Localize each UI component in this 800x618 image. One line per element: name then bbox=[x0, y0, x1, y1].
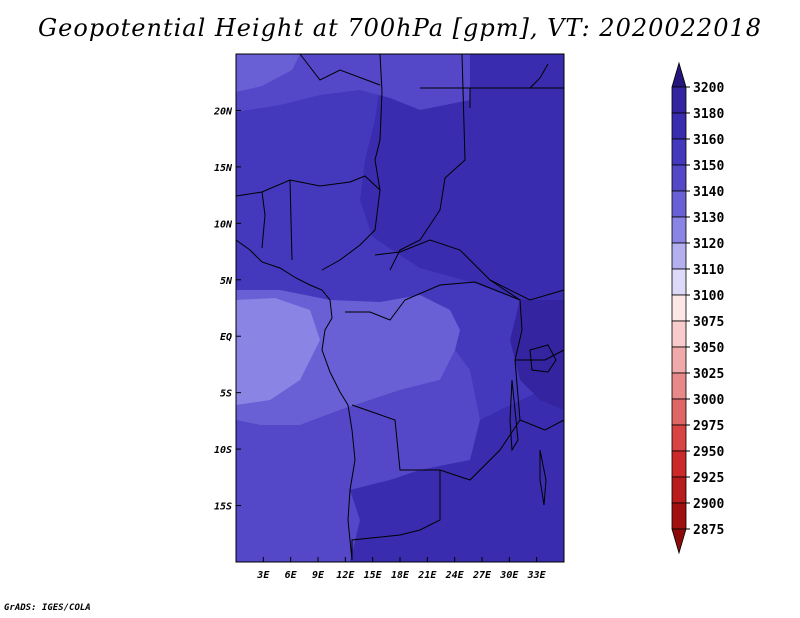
colorbar-label: 3180 bbox=[693, 107, 724, 122]
colorbar-label: 3100 bbox=[693, 289, 724, 304]
colorbar-segment bbox=[671, 502, 687, 530]
region-gulf-lowest bbox=[236, 298, 320, 405]
colorbar-segment bbox=[671, 190, 687, 218]
height-field bbox=[236, 54, 564, 562]
colorbar: 3200 3180 3160 3150 3140 3130 3120 3110 3100 3075… bbox=[671, 61, 724, 555]
y-tick-label: 5N bbox=[220, 276, 233, 287]
x-tick-label: 33E bbox=[527, 570, 547, 581]
border-east-africa bbox=[470, 87, 565, 431]
colorbar-segment bbox=[671, 346, 687, 374]
colorbar-segment bbox=[671, 372, 687, 400]
y-tick-label: 10S bbox=[214, 445, 232, 456]
colorbar-label: 3160 bbox=[693, 133, 724, 148]
colorbar-label: 3120 bbox=[693, 237, 724, 252]
region-congo-lower bbox=[236, 350, 480, 490]
x-axis: 3E 6E 9E 12E 15E 18E 21E 24E 27E 30E 33E bbox=[256, 557, 547, 581]
political-boundaries bbox=[235, 53, 565, 561]
lake-tanganyika bbox=[509, 379, 519, 452]
y-tick-label: 20N bbox=[213, 106, 233, 117]
border-libya-egypt bbox=[299, 53, 471, 108]
colorbar-label: 3130 bbox=[693, 211, 724, 226]
x-tick-label: 24E bbox=[445, 570, 465, 581]
lake-malawi bbox=[539, 449, 547, 506]
colorbar-bottom-arrow bbox=[671, 528, 687, 555]
colorbar-segment bbox=[671, 268, 687, 296]
colorbar-segment bbox=[671, 164, 687, 192]
x-tick-label: 3E bbox=[256, 570, 270, 581]
region-ne-high bbox=[360, 54, 564, 300]
x-tick-label: 18E bbox=[391, 570, 410, 581]
region-sw-lower bbox=[236, 480, 360, 562]
x-tick-label: 27E bbox=[472, 570, 492, 581]
y-tick-label: 10N bbox=[214, 219, 233, 230]
colorbar-label: 2950 bbox=[693, 445, 724, 460]
x-tick-label: 12E bbox=[336, 570, 355, 581]
colorbar-label: 3150 bbox=[693, 159, 724, 174]
colorbar-label: 3140 bbox=[693, 185, 724, 200]
colorbar-label: 2975 bbox=[693, 419, 724, 434]
region-nw-lower bbox=[236, 54, 300, 92]
y-tick-label: 5S bbox=[220, 389, 232, 400]
x-tick-label: 21E bbox=[417, 570, 437, 581]
colorbar-label: 2925 bbox=[693, 471, 724, 486]
border-sahel bbox=[235, 175, 381, 271]
lake-victoria bbox=[529, 344, 557, 373]
y-tick-label: 15N bbox=[214, 163, 233, 174]
colorbar-segment bbox=[671, 424, 687, 452]
colorbar-label: 3025 bbox=[693, 367, 724, 382]
x-tick-label: 15E bbox=[364, 570, 383, 581]
colorbar-segment bbox=[671, 320, 687, 348]
colorbar-segment bbox=[671, 138, 687, 166]
x-tick-label: 6E bbox=[285, 570, 298, 581]
colorbar-segment bbox=[671, 450, 687, 478]
colorbar-segment bbox=[671, 398, 687, 426]
credit-text: GrADS: IGES/COLA bbox=[4, 603, 91, 613]
coastline-west-africa bbox=[235, 239, 356, 561]
colorbar-segment bbox=[671, 216, 687, 244]
colorbar-label: 3075 bbox=[693, 315, 724, 330]
colorbar-label: 2900 bbox=[693, 497, 724, 512]
y-tick-label: 15S bbox=[214, 502, 232, 513]
red-sea-coast bbox=[529, 63, 549, 89]
colorbar-segment bbox=[671, 294, 687, 322]
region-sahara-low bbox=[236, 54, 470, 112]
border-nigeria bbox=[261, 179, 293, 261]
colorbar-segment bbox=[671, 112, 687, 140]
border-drc bbox=[345, 281, 523, 481]
region-east-high bbox=[510, 300, 564, 410]
y-tick-label: EQ bbox=[220, 332, 232, 343]
border-chad-sudan bbox=[374, 53, 466, 271]
colorbar-label: 3050 bbox=[693, 341, 724, 356]
colorbar-label: 3110 bbox=[693, 263, 724, 278]
colorbar-top-arrow bbox=[671, 61, 687, 88]
colorbar-segment bbox=[671, 242, 687, 270]
x-tick-label: 30E bbox=[499, 570, 519, 581]
colorbar-label: 2875 bbox=[693, 523, 724, 538]
colorbar-label: 3200 bbox=[693, 81, 724, 96]
colorbar-segment bbox=[671, 86, 687, 114]
x-tick-label: 9E bbox=[312, 570, 325, 581]
colorbar-label: 3000 bbox=[693, 393, 724, 408]
border-angola bbox=[351, 470, 441, 560]
y-axis: 20N 15N 10N 5N EQ 5S 10S 15S bbox=[213, 106, 241, 513]
page-title: Geopotential Height at 700hPa [gpm], VT:… bbox=[38, 14, 762, 42]
border-car bbox=[374, 239, 521, 301]
colorbar-segment bbox=[671, 476, 687, 504]
